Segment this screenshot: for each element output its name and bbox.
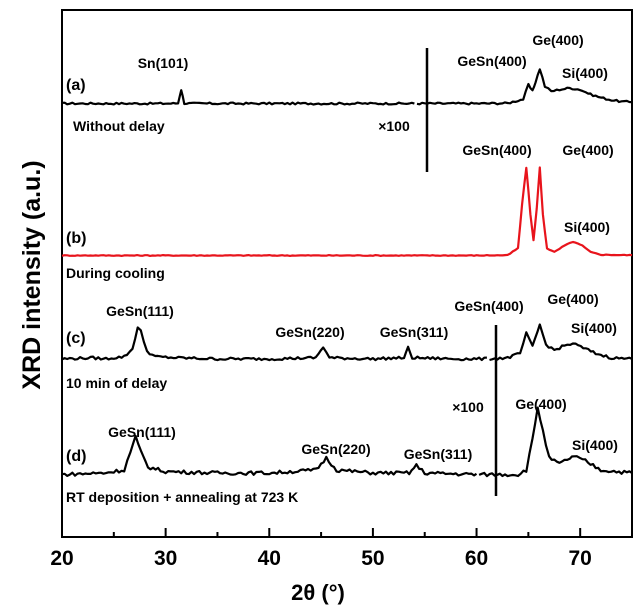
peak-label: Ge(400)	[562, 142, 613, 158]
series-caption: Without delay	[73, 118, 165, 134]
scale-label-cd: ×100	[452, 399, 484, 415]
peak-label: Si(400)	[564, 219, 610, 235]
series-caption: During cooling	[66, 265, 165, 281]
peak-label: GeSn(220)	[275, 324, 344, 340]
series-line-c-scaled	[489, 323, 633, 362]
scale-markers: ×100 ×100	[378, 48, 498, 496]
plot-frame	[61, 9, 633, 538]
x-axis-label: 2θ (°)	[291, 580, 345, 605]
y-axis-label: XRD intensity (a.u.)	[18, 160, 46, 389]
peak-label: Si(400)	[562, 65, 608, 81]
peak-label: Sn(101)	[138, 55, 189, 71]
peak-label: Si(400)	[572, 437, 618, 453]
x-tick-label: 70	[569, 547, 592, 570]
label-layer: (a) Without delay Sn(101) GeSn(400) Ge(400) S…	[66, 32, 618, 505]
series-layer	[61, 68, 633, 478]
series-tag: (b)	[66, 230, 86, 247]
series-tag: (c)	[66, 330, 86, 347]
peak-label: GeSn(111)	[106, 303, 174, 319]
series-line-d-scaled	[478, 406, 633, 478]
peak-label: GeSn(311)	[404, 446, 472, 462]
x-tick-label: 40	[258, 547, 281, 570]
peak-label: GeSn(111)	[108, 424, 176, 440]
series-line-b	[61, 166, 633, 257]
series-line-c	[61, 326, 487, 362]
series-line-a-scaled	[416, 68, 633, 106]
scale-label-a: ×100	[378, 118, 410, 134]
x-tick-label: 60	[465, 547, 488, 570]
peak-label: Ge(400)	[515, 396, 566, 412]
peak-label: GeSn(400)	[454, 298, 523, 314]
peak-label: GeSn(400)	[462, 142, 531, 158]
peak-label: Ge(400)	[532, 32, 583, 48]
series-line-a	[61, 89, 415, 106]
x-tick-label: 20	[50, 547, 73, 570]
peak-label: GeSn(220)	[301, 441, 370, 457]
series-line-d	[61, 434, 478, 477]
series-caption: RT deposition + annealing at 723 K	[66, 489, 298, 505]
peak-label: GeSn(400)	[457, 53, 526, 69]
x-tick-label: 50	[361, 547, 384, 570]
series-caption: 10 min of delay	[66, 375, 167, 391]
x-tick-label: 30	[154, 547, 177, 570]
series-tag: (a)	[66, 77, 86, 94]
peak-label: Si(400)	[571, 320, 617, 336]
peak-label: Ge(400)	[547, 291, 598, 307]
peak-label: GeSn(311)	[380, 324, 448, 340]
x-ticks: 20 30 40 50 60 70	[50, 528, 633, 570]
series-tag: (d)	[66, 448, 86, 465]
